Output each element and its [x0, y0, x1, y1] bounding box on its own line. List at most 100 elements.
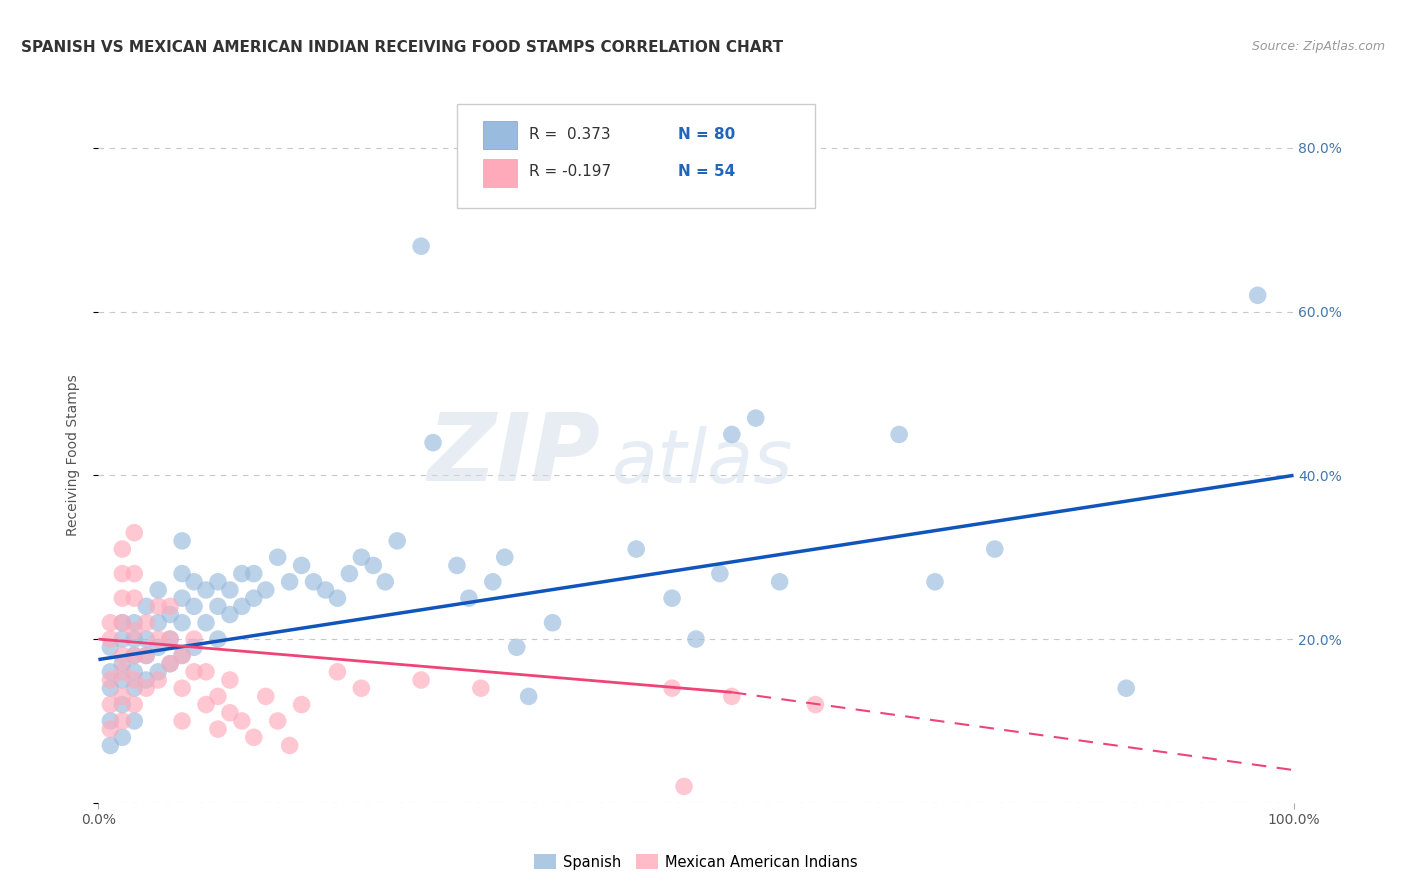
- Point: [98, 615, 122, 630]
- Point: [98, 722, 122, 736]
- Point: [673, 780, 696, 794]
- Point: [685, 632, 707, 646]
- Point: [219, 607, 242, 622]
- Point: [302, 574, 325, 589]
- Point: [135, 632, 157, 646]
- Text: SPANISH VS MEXICAN AMERICAN INDIAN RECEIVING FOOD STAMPS CORRELATION CHART: SPANISH VS MEXICAN AMERICAN INDIAN RECEI…: [21, 40, 783, 55]
- Point: [172, 591, 194, 606]
- Point: [984, 542, 1007, 557]
- Point: [135, 681, 157, 696]
- Point: [135, 648, 157, 663]
- Point: [350, 681, 373, 696]
- Point: [231, 599, 253, 614]
- Point: [111, 615, 134, 630]
- Point: [278, 574, 301, 589]
- Text: ZIP: ZIP: [427, 409, 600, 501]
- Point: [207, 722, 229, 736]
- Point: [135, 673, 157, 687]
- Point: [111, 698, 134, 712]
- Point: [124, 714, 146, 728]
- Point: [363, 558, 385, 573]
- Point: [172, 566, 194, 581]
- Point: [183, 632, 205, 646]
- Point: [219, 582, 242, 597]
- Point: [159, 632, 181, 646]
- Point: [183, 599, 205, 614]
- Point: [135, 648, 157, 663]
- Point: [124, 681, 146, 696]
- Text: N = 54: N = 54: [678, 164, 735, 179]
- Point: [159, 657, 181, 671]
- Point: [172, 648, 194, 663]
- Point: [709, 566, 731, 581]
- Point: [111, 714, 134, 728]
- Point: [291, 558, 314, 573]
- Point: [506, 640, 529, 655]
- Point: [148, 599, 170, 614]
- Point: [98, 640, 122, 655]
- Point: [183, 665, 205, 679]
- Point: [148, 640, 170, 655]
- Point: [98, 698, 122, 712]
- Y-axis label: Receiving Food Stamps: Receiving Food Stamps: [66, 374, 80, 536]
- Point: [470, 681, 492, 696]
- Point: [721, 427, 744, 442]
- Point: [148, 665, 170, 679]
- Point: [172, 681, 194, 696]
- Point: [111, 731, 134, 745]
- Point: [124, 665, 146, 679]
- Point: [254, 582, 277, 597]
- Point: [124, 624, 146, 638]
- Point: [148, 673, 170, 687]
- Point: [124, 648, 146, 663]
- Point: [195, 615, 218, 630]
- Point: [159, 657, 181, 671]
- Point: [494, 550, 516, 565]
- Point: [124, 525, 146, 540]
- Point: [243, 591, 266, 606]
- Text: R =  0.373: R = 0.373: [529, 127, 610, 142]
- Point: [243, 731, 266, 745]
- Point: [231, 714, 253, 728]
- Point: [148, 632, 170, 646]
- Point: [135, 615, 157, 630]
- Point: [111, 566, 134, 581]
- Point: [98, 681, 122, 696]
- Point: [124, 698, 146, 712]
- Point: [159, 607, 181, 622]
- Point: [1115, 681, 1137, 696]
- Text: N = 80: N = 80: [678, 127, 735, 142]
- Point: [98, 714, 122, 728]
- Point: [111, 673, 134, 687]
- Point: [385, 533, 409, 548]
- Point: [446, 558, 468, 573]
- Point: [219, 706, 242, 720]
- Point: [124, 673, 146, 687]
- Point: [111, 690, 134, 704]
- Point: [159, 632, 181, 646]
- Point: [148, 615, 170, 630]
- Point: [207, 690, 229, 704]
- Point: [124, 566, 146, 581]
- Point: [889, 427, 911, 442]
- Point: [124, 615, 146, 630]
- Point: [183, 640, 205, 655]
- Point: [111, 657, 134, 671]
- Point: [924, 574, 946, 589]
- Point: [172, 648, 194, 663]
- Point: [124, 632, 146, 646]
- Point: [111, 632, 134, 646]
- Point: [278, 739, 301, 753]
- Point: [111, 542, 134, 557]
- Point: [1247, 288, 1270, 302]
- Text: atlas: atlas: [613, 425, 794, 498]
- Point: [172, 714, 194, 728]
- Point: [207, 632, 229, 646]
- Point: [195, 698, 218, 712]
- Point: [411, 239, 433, 253]
- Point: [626, 542, 648, 557]
- Point: [172, 533, 194, 548]
- Point: [124, 648, 146, 663]
- Legend: Spanish, Mexican American Indians: Spanish, Mexican American Indians: [529, 848, 863, 876]
- Point: [111, 648, 134, 663]
